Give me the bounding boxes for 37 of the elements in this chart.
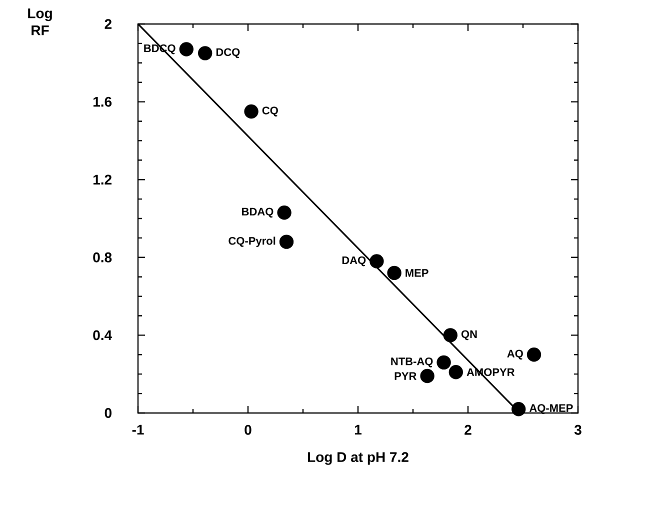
- x-tick-label: 2: [464, 424, 472, 435]
- annotation: BDAQ: [242, 208, 274, 218]
- y-tick-label: 0: [104, 408, 112, 418]
- y-tick-label: 0.8: [93, 252, 112, 262]
- annotation: PYR: [394, 372, 416, 380]
- y-tick-label: 1.6: [93, 96, 112, 107]
- point: [436, 355, 451, 370]
- point: [198, 46, 212, 60]
- annotation: QN: [461, 330, 477, 340]
- annotation: AQ-MEP: [529, 404, 573, 414]
- point: [387, 266, 402, 280]
- annotation: DCQ: [216, 48, 240, 58]
- x-tick-label: 1: [354, 424, 362, 435]
- annotation: AQ: [507, 350, 523, 360]
- point: [370, 254, 384, 268]
- point: [443, 328, 458, 342]
- point: [179, 42, 194, 56]
- point: [277, 206, 292, 220]
- y-tick-label: 0.4: [93, 330, 112, 340]
- annotation: DAQ: [342, 256, 366, 266]
- annotation: CQ: [262, 106, 278, 116]
- x-tick-label: -1: [132, 424, 144, 435]
- annotation: MEP: [406, 269, 428, 277]
- x-tick-label: 3: [574, 424, 582, 435]
- point: [244, 104, 258, 119]
- y-tick-label: 1.2: [93, 174, 112, 184]
- x-tick-label: 0: [244, 424, 252, 435]
- point: [526, 348, 542, 362]
- point: [420, 368, 434, 384]
- annotation: CQ-Pyrol: [228, 236, 276, 247]
- point: [448, 365, 463, 380]
- y-tick-label: 2: [104, 19, 112, 29]
- y-axis-title: Log RF: [28, 8, 52, 36]
- annotation: NTB-AQ: [391, 358, 433, 368]
- x-axis-title: Log D at pH 7.2: [308, 452, 408, 465]
- point: [512, 402, 526, 416]
- point: [279, 234, 294, 249]
